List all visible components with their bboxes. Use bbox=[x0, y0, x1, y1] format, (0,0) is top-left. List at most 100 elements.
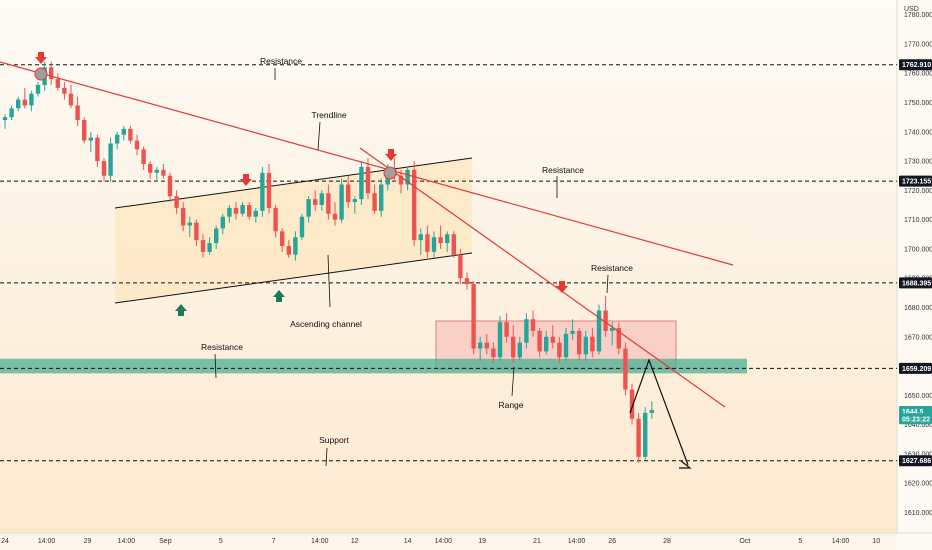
y-tick-label: 1780.000 bbox=[904, 12, 932, 19]
candle-5 bbox=[35, 82, 41, 97]
candle-body bbox=[273, 207, 278, 232]
candle-body bbox=[365, 166, 371, 194]
price-label: 05:23:22 bbox=[902, 416, 930, 423]
annotation-label: Resistance bbox=[591, 263, 633, 273]
annotation-pointer-2 bbox=[327, 254, 331, 308]
candle-67 bbox=[445, 231, 450, 252]
candle-body bbox=[438, 237, 443, 244]
candle-38 bbox=[253, 207, 258, 223]
y-tick-label: 1670.000 bbox=[904, 334, 932, 341]
candle-body bbox=[372, 193, 377, 211]
x-tick-label: 5 bbox=[219, 538, 223, 545]
candle-1 bbox=[9, 105, 14, 121]
price-label: 1688.395 bbox=[902, 280, 931, 287]
candle-69 bbox=[458, 248, 463, 285]
candle-body bbox=[29, 93, 34, 106]
price-label: 1762.910 bbox=[902, 62, 931, 69]
x-tick-label: 5 bbox=[798, 538, 802, 545]
candle-body bbox=[636, 418, 641, 457]
x-tick-label: 14:00 bbox=[118, 538, 136, 545]
candle-85 bbox=[563, 328, 569, 361]
candle-42 bbox=[280, 228, 285, 252]
candle-48 bbox=[319, 190, 324, 211]
candle-16 bbox=[108, 137, 113, 182]
annotation-label: Ascending channel bbox=[290, 319, 362, 329]
x-tick-label: 28 bbox=[663, 538, 671, 545]
candle-body bbox=[148, 164, 153, 173]
candle-39 bbox=[260, 166, 265, 217]
candle-14 bbox=[95, 134, 100, 167]
candle-body bbox=[9, 108, 14, 118]
candle-body bbox=[649, 410, 654, 413]
x-tick-label: 14:00 bbox=[568, 538, 586, 545]
x-tick-label: 19 bbox=[478, 538, 486, 545]
candle-body bbox=[326, 193, 331, 214]
candle-body bbox=[458, 254, 463, 279]
candle-29 bbox=[194, 219, 199, 246]
candle-body bbox=[398, 175, 404, 185]
candle-35 bbox=[233, 202, 239, 220]
candle-15 bbox=[101, 158, 107, 182]
candle-96 bbox=[636, 412, 641, 463]
projection-path bbox=[629, 358, 689, 466]
down-arrow-4 bbox=[556, 281, 568, 293]
candle-body bbox=[623, 348, 628, 390]
candle-40 bbox=[266, 164, 272, 214]
candle-11 bbox=[75, 96, 80, 126]
candle-34 bbox=[227, 205, 232, 223]
candle-body bbox=[174, 196, 179, 208]
x-tick-label: 7 bbox=[272, 538, 276, 545]
y-tick-label: 1730.000 bbox=[904, 159, 932, 166]
candle-body bbox=[596, 310, 602, 352]
candle-body bbox=[590, 336, 595, 352]
candle-body bbox=[101, 161, 107, 176]
down-arrow-2 bbox=[240, 174, 252, 186]
candle-body bbox=[563, 333, 569, 358]
down-arrow-1 bbox=[35, 52, 47, 64]
candle-body bbox=[247, 205, 252, 217]
candle-77 bbox=[511, 325, 516, 364]
candle-41 bbox=[273, 205, 278, 238]
candle-7 bbox=[49, 61, 54, 85]
candle-body bbox=[62, 87, 67, 94]
currency-label: USD bbox=[904, 6, 919, 13]
candle-44 bbox=[293, 231, 298, 261]
channel-lower-line bbox=[114, 252, 473, 304]
up-arrow-2 bbox=[273, 290, 285, 302]
candle-body bbox=[75, 105, 80, 121]
candle-3 bbox=[22, 87, 27, 109]
candle-61 bbox=[405, 166, 410, 191]
candle-90 bbox=[596, 304, 602, 355]
candle-19 bbox=[128, 125, 133, 144]
candle-body bbox=[306, 199, 311, 217]
x-tick-label: 14:00 bbox=[434, 538, 452, 545]
candle-70 bbox=[464, 272, 470, 290]
candle-body bbox=[319, 193, 324, 205]
candle-body bbox=[339, 184, 344, 220]
candle-body bbox=[491, 348, 496, 358]
x-tick-label: 14:00 bbox=[311, 538, 329, 545]
candle-33 bbox=[220, 213, 225, 235]
x-tick-label: 26 bbox=[608, 538, 616, 545]
y-tick-label: 1770.000 bbox=[904, 41, 932, 48]
candle-72 bbox=[478, 336, 483, 361]
candle-body bbox=[557, 342, 562, 358]
candle-65 bbox=[431, 231, 437, 258]
candle-63 bbox=[418, 228, 423, 255]
candle-94 bbox=[623, 342, 628, 396]
x-tick-label: 14:00 bbox=[832, 538, 850, 545]
candle-68 bbox=[451, 231, 456, 258]
y-tick-label: 1720.000 bbox=[904, 188, 932, 195]
x-tick-label: 14:00 bbox=[38, 538, 56, 545]
candle-body bbox=[82, 120, 87, 141]
candle-8 bbox=[55, 73, 60, 91]
x-tick-label: 24 bbox=[1, 538, 9, 545]
candle-24 bbox=[161, 164, 166, 179]
annotation-pointer-1 bbox=[317, 121, 321, 151]
y-tick-label: 1640.000 bbox=[904, 422, 932, 429]
candle-30 bbox=[200, 234, 206, 258]
candle-79 bbox=[524, 313, 529, 349]
candle-75 bbox=[497, 316, 503, 361]
